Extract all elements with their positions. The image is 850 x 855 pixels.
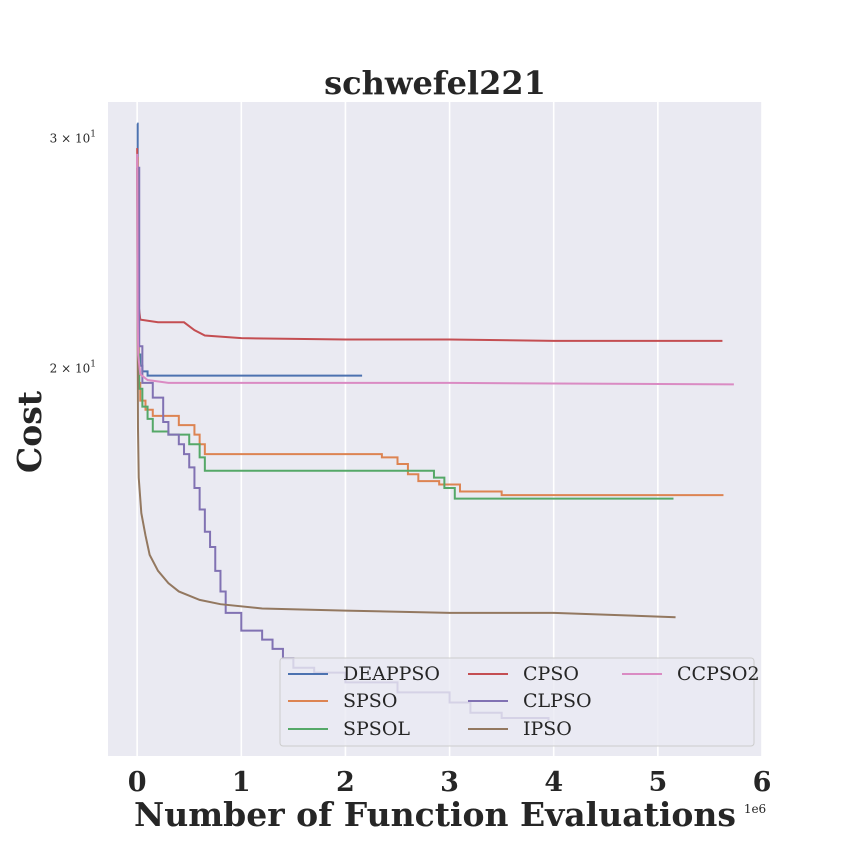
legend-label-deappso: DEAPPSO <box>343 663 440 685</box>
legend-label-spso: SPSO <box>343 690 397 712</box>
legend-label-cpso: CPSO <box>523 663 579 685</box>
x-tick-label: 1 <box>232 767 251 798</box>
series-line-ccpso2 <box>136 153 734 386</box>
y-axis-label: Cost <box>10 390 49 473</box>
x-tick-label: 5 <box>648 767 667 798</box>
x-tick-label: 4 <box>544 767 563 798</box>
x-tick-label: 6 <box>753 767 772 798</box>
legend-label-clpso: CLPSO <box>523 690 592 712</box>
x-tick-label: 2 <box>336 767 355 798</box>
tick-labels: 0 1 2 3 4 5 6 3 × 101 2 × 101 <box>50 130 772 798</box>
chart-title: schwefel221 <box>324 64 546 102</box>
x-tick-label: 3 <box>440 767 459 798</box>
series-group <box>136 122 734 721</box>
legend-label-ipso: IPSO <box>523 718 572 740</box>
legend-label-spsol: SPSOL <box>343 718 410 740</box>
legend-frame <box>279 657 755 747</box>
plot-area <box>108 102 762 756</box>
x-tick-label: 0 <box>128 767 147 798</box>
series-line-ipso <box>136 167 676 619</box>
legend: DEAPPSO SPSO SPSOL CPSO CLPSO IPSO CCPSO2 <box>279 657 760 747</box>
x-axis-offset-label: 1e6 <box>744 802 766 816</box>
y-tick-label: 3 × 101 <box>50 130 96 146</box>
legend-label-ccpso2: CCPSO2 <box>677 663 760 685</box>
x-axis-label: Number of Function Evaluations <box>134 795 736 834</box>
y-tick-label: 2 × 101 <box>50 360 96 376</box>
